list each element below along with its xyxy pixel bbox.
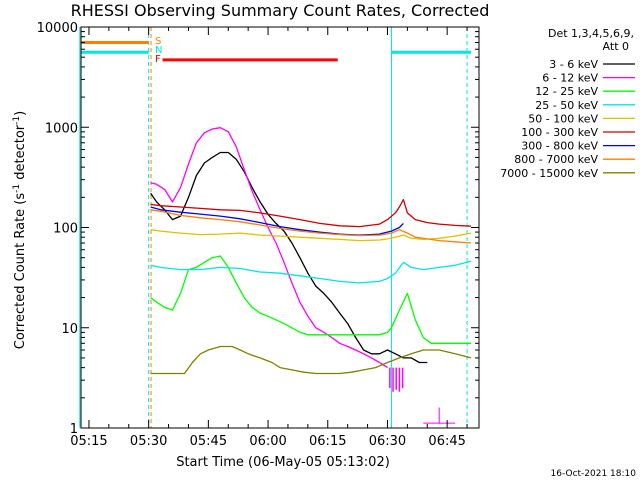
y-tick-label: 1000 [45,121,78,136]
chart-title: RHESSI Observing Summary Count Rates, Co… [71,1,490,20]
series-line-1 [150,151,428,364]
x-tick-label: 06:00 [249,434,286,449]
series-line-4 [150,260,472,284]
y-axis: 1 10 100 1000 10000 [37,21,479,437]
x-tick-label: 05:45 [190,434,227,449]
y-tick-label: 100 [53,222,78,237]
x-tick-label: 05:30 [130,434,167,449]
x-tick-label: 06:45 [428,434,465,449]
legend-label-8: 800 - 7000 keV [514,153,598,166]
series-line-7 [150,206,404,236]
legend-label-1: 3 - 6 keV [549,58,598,71]
x-tick-label: 05:15 [70,434,107,449]
legend-header-detectors: Det 1,3,4,5,6,9, [548,27,634,40]
flag-label-s: S [155,36,161,47]
series-line-5 [150,229,472,242]
y-tick-label: 1 [70,422,78,437]
y-tick-label: 10000 [37,21,78,36]
legend-label-3: 12 - 25 keV [535,85,598,98]
x-tick-label: 06:30 [369,434,406,449]
y-axis-label: Corrected Count Rate (s-1 detector-1) [12,111,28,349]
series-line-8 [150,209,472,244]
legend-label-5: 50 - 100 keV [528,112,598,125]
legend-label-6: 100 - 300 keV [521,126,598,139]
series-line-3 [150,255,471,344]
x-axis: 05:15 05:30 05:45 06:00 06:15 06:30 06:45 [70,27,468,449]
legend-label-4: 25 - 50 keV [535,99,598,112]
legend-header-attenuator: Att 0 [603,40,629,53]
series-line-2 [150,127,388,369]
legend-label-2: 6 - 12 keV [542,72,598,85]
plot-area [79,27,472,428]
flag-label-n: N [155,45,162,56]
series-line-9 [150,345,472,375]
x-axis-label: Start Time (06-May-05 05:13:02) [176,455,390,470]
timestamp: 16-Oct-2021 18:10 [551,469,637,479]
legend-label-7: 300 - 800 keV [521,140,598,153]
x-tick-label: 06:15 [309,434,346,449]
legend-label-9: 7000 - 15000 keV [500,167,598,180]
decimation-mark [423,407,456,424]
flag-label-f: F [155,54,161,65]
flag-labels: SNF [155,36,162,65]
series-line-6 [150,198,472,228]
y-tick-label: 10 [61,322,78,337]
